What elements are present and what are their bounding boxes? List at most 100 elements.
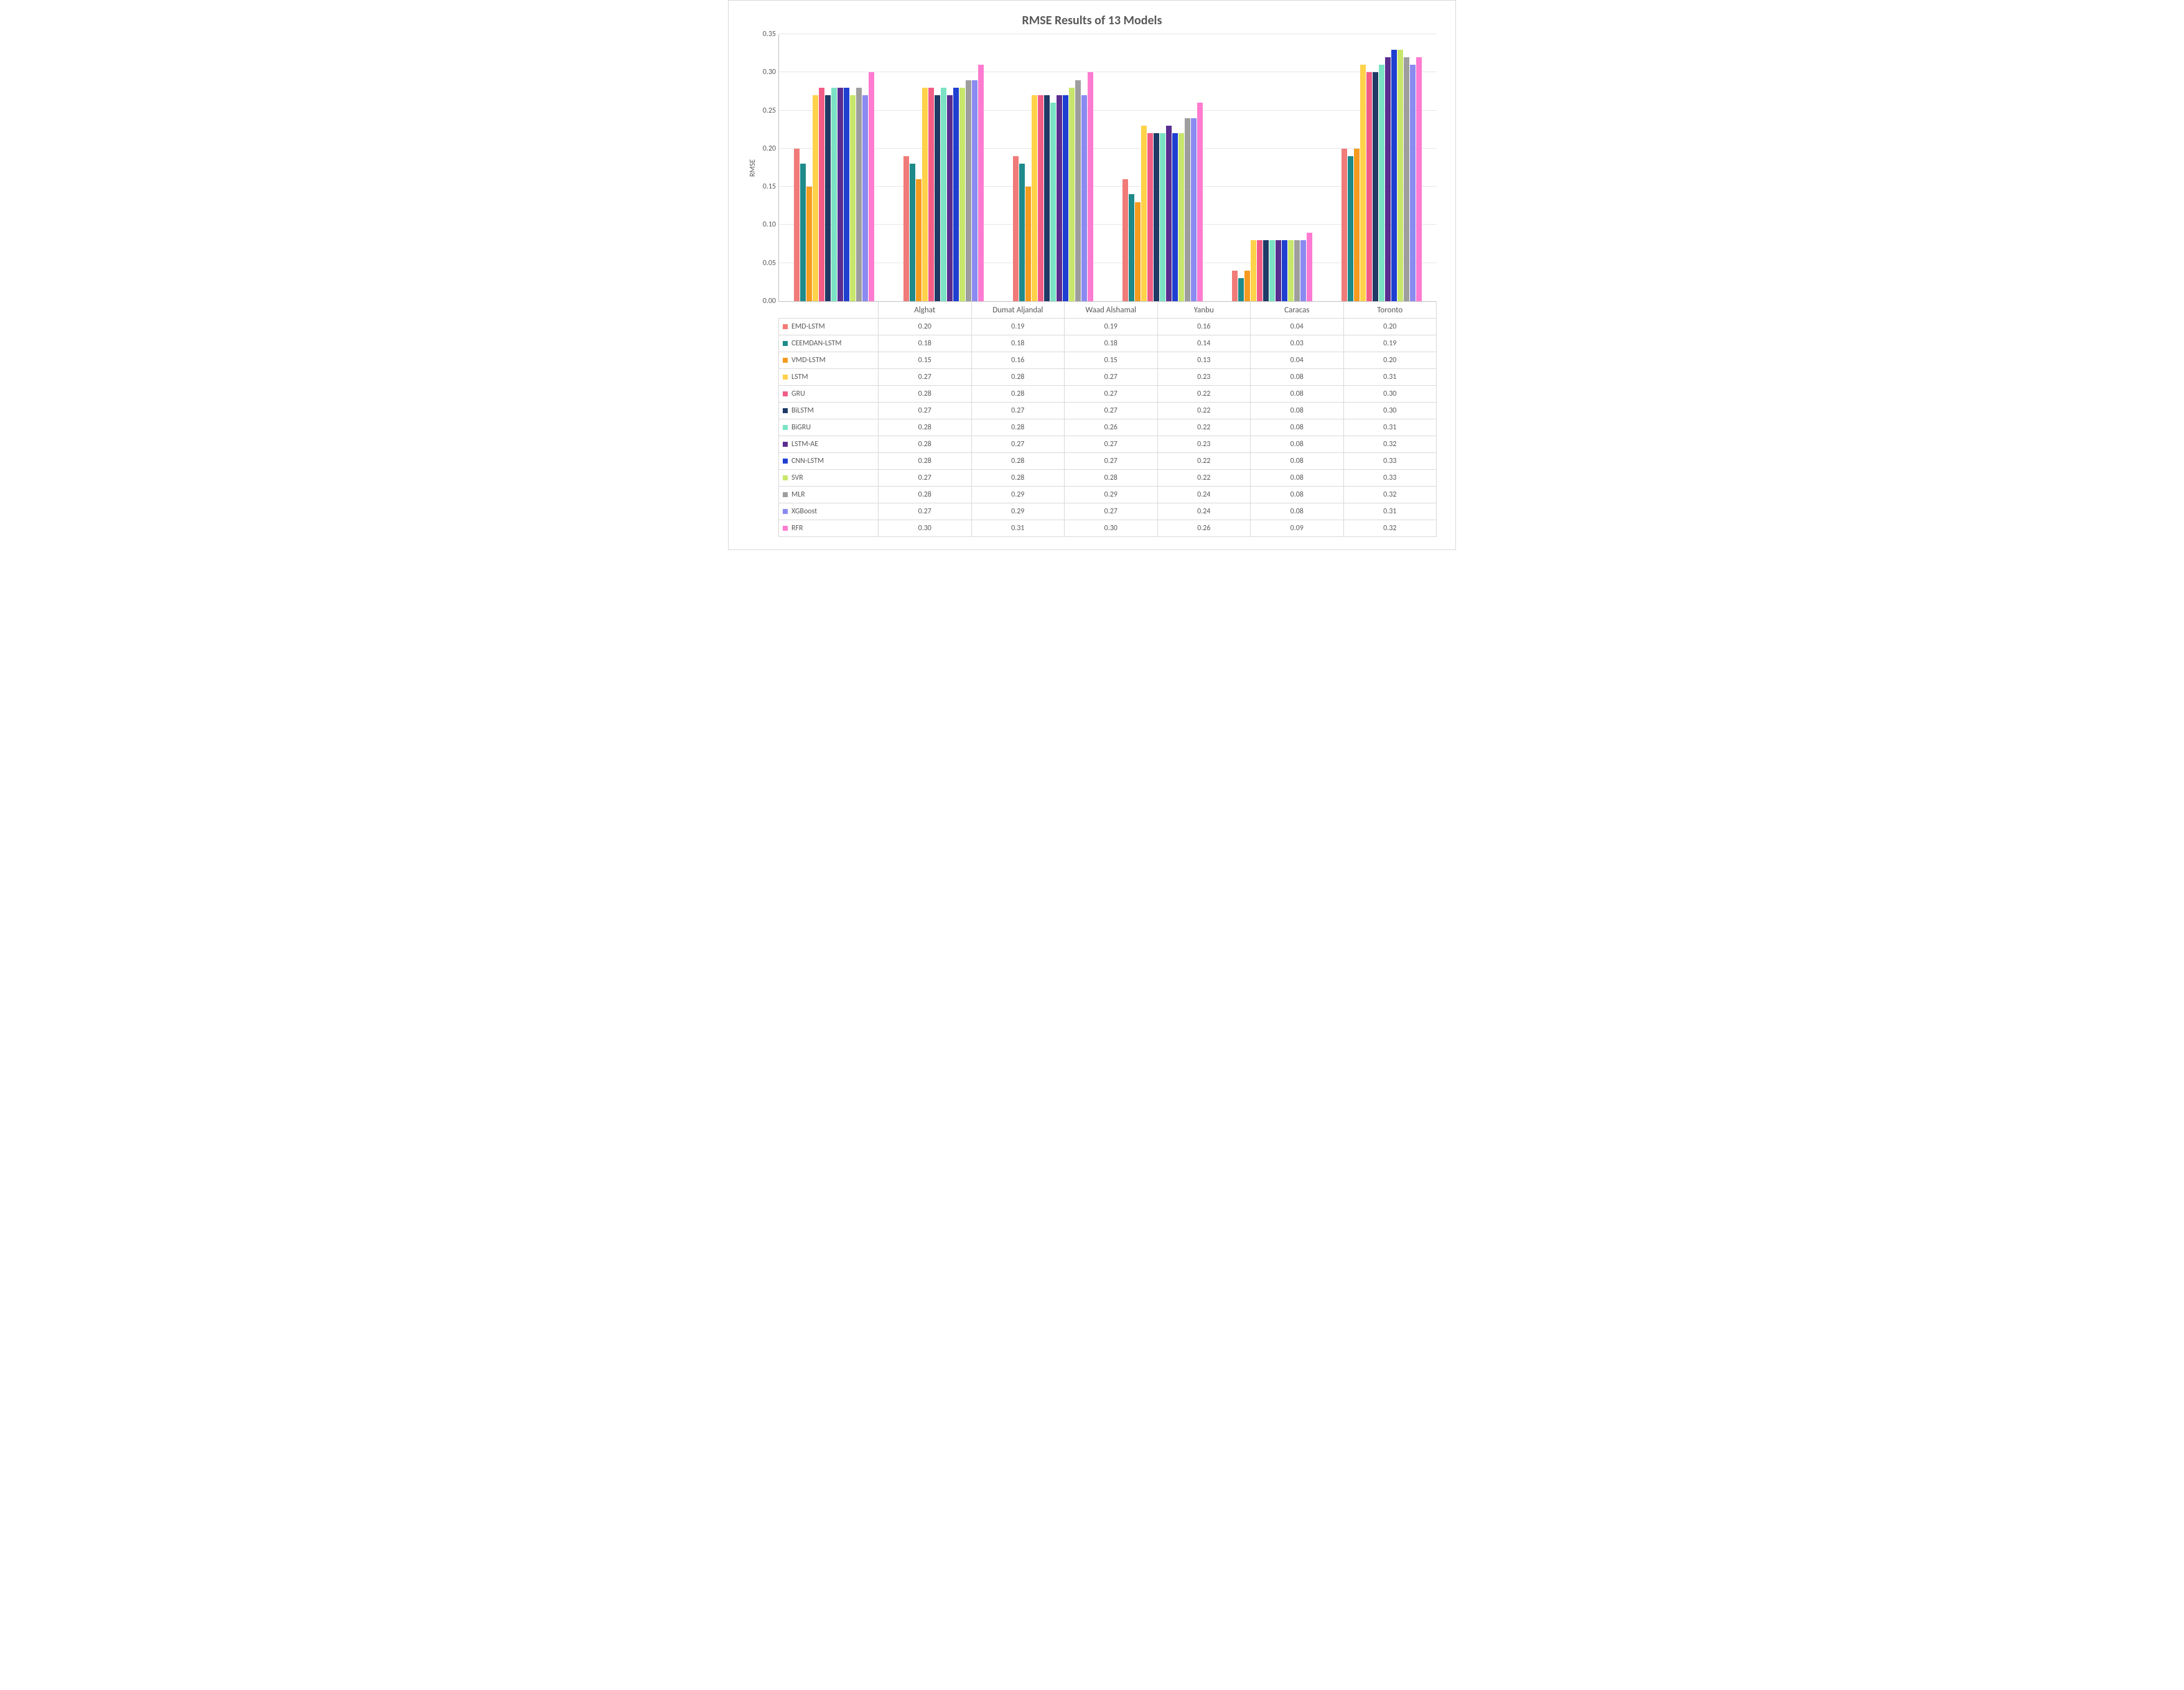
value-cell: 0.03 [1251, 335, 1344, 352]
bar [941, 88, 946, 301]
value-cell: 0.24 [1157, 487, 1251, 503]
bar-group [1327, 34, 1437, 301]
value-cell: 0.08 [1251, 386, 1344, 403]
series-name: LSTM-AE [791, 440, 818, 449]
series-label-cell: GRU [779, 386, 879, 403]
series-label-cell: VMD-LSTM [779, 352, 879, 369]
value-cell: 0.26 [1157, 520, 1251, 537]
table-row: BiGRU0.280.280.260.220.080.31 [779, 419, 1437, 436]
bar [1269, 240, 1275, 301]
bar-groups [779, 34, 1437, 301]
series-name: SVR [791, 474, 803, 482]
value-cell: 0.27 [879, 470, 972, 487]
value-cell: 0.08 [1251, 419, 1344, 436]
bar [850, 95, 856, 301]
value-cell: 0.30 [1343, 386, 1437, 403]
value-cell: 0.31 [1343, 419, 1437, 436]
bar [1244, 271, 1250, 301]
bar [1410, 65, 1416, 301]
bar [1257, 240, 1262, 301]
value-cell: 0.16 [971, 352, 1065, 369]
legend-swatch [783, 375, 788, 380]
series-name: CNN-LSTM [791, 457, 824, 465]
bar [1385, 57, 1391, 301]
bar [1044, 95, 1050, 301]
bar [1366, 72, 1372, 301]
bar [1354, 149, 1360, 301]
y-tick-label: 0.20 [751, 144, 776, 153]
value-cell: 0.29 [1065, 487, 1158, 503]
bar [1019, 164, 1025, 301]
legend-swatch [783, 358, 788, 363]
table-row: RFR0.300.310.300.260.090.32 [779, 520, 1437, 537]
bar [1373, 72, 1378, 301]
value-cell: 0.19 [1343, 335, 1437, 352]
bar [1038, 95, 1043, 301]
value-cell: 0.28 [971, 453, 1065, 470]
series-name: LSTM [791, 373, 808, 381]
value-cell: 0.15 [879, 352, 972, 369]
bar [856, 88, 862, 301]
series-label-cell: CNN-LSTM [779, 453, 879, 470]
bar [825, 95, 831, 301]
series-label-cell: BiGRU [779, 419, 879, 436]
bar [1251, 240, 1256, 301]
bar [1160, 133, 1165, 301]
bar [916, 179, 922, 301]
value-cell: 0.15 [1065, 352, 1158, 369]
legend-swatch [783, 324, 788, 329]
bar [1191, 118, 1197, 301]
y-tick-label: 0.30 [751, 68, 776, 77]
value-cell: 0.08 [1251, 453, 1344, 470]
bar [910, 164, 915, 301]
value-cell: 0.18 [1065, 335, 1158, 352]
value-cell: 0.22 [1157, 386, 1251, 403]
series-label-cell: LSTM [779, 369, 879, 386]
bar [1050, 103, 1056, 301]
value-cell: 0.19 [971, 319, 1065, 335]
chart-title: RMSE Results of 13 Models [741, 13, 1443, 28]
bar [844, 88, 849, 301]
bar [862, 95, 868, 301]
chart-area: RMSE 0.000.050.100.150.200.250.300.35 [778, 34, 1437, 302]
bar [1013, 156, 1019, 301]
value-cell: 0.28 [879, 386, 972, 403]
chart-frame: RMSE Results of 13 Models RMSE 0.000.050… [728, 0, 1456, 550]
y-tick-label: 0.00 [751, 297, 776, 306]
value-cell: 0.13 [1157, 352, 1251, 369]
table-row: GRU0.280.280.270.220.080.30 [779, 386, 1437, 403]
value-cell: 0.27 [971, 403, 1065, 419]
category-label: Alghat [879, 302, 972, 319]
bar [1135, 202, 1141, 301]
y-tick-label: 0.25 [751, 106, 776, 115]
category-label: Waad Alshamal [1065, 302, 1158, 319]
value-cell: 0.32 [1343, 520, 1437, 537]
bar [972, 80, 978, 301]
bar [806, 187, 812, 301]
y-axis-label: RMSE [749, 159, 757, 177]
bar-group [1218, 34, 1327, 301]
value-cell: 0.28 [971, 369, 1065, 386]
y-tick-label: 0.35 [751, 30, 776, 39]
value-cell: 0.09 [1251, 520, 1344, 537]
series-label-cell: BiLSTM [779, 403, 879, 419]
value-cell: 0.29 [971, 503, 1065, 520]
legend-swatch [783, 425, 788, 430]
series-name: RFR [791, 524, 803, 533]
value-cell: 0.28 [879, 453, 972, 470]
value-cell: 0.27 [1065, 369, 1158, 386]
bar [1348, 156, 1353, 301]
bar [1129, 194, 1134, 301]
table-row: XGBoost0.270.290.270.240.080.31 [779, 503, 1437, 520]
series-name: GRU [791, 390, 805, 398]
value-cell: 0.20 [1343, 319, 1437, 335]
table-row: LSTM-AE0.280.270.270.230.080.32 [779, 436, 1437, 453]
bar [1232, 271, 1238, 301]
legend-swatch [783, 341, 788, 346]
value-cell: 0.26 [1065, 419, 1158, 436]
category-label: Dumat Aljandal [971, 302, 1065, 319]
value-cell: 0.28 [879, 436, 972, 453]
value-cell: 0.30 [879, 520, 972, 537]
value-cell: 0.33 [1343, 453, 1437, 470]
value-cell: 0.33 [1343, 470, 1437, 487]
